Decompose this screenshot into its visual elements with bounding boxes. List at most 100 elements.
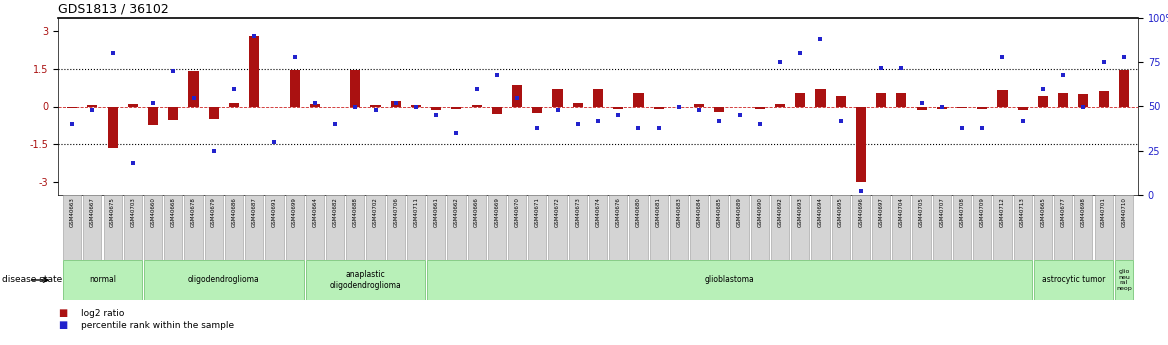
Bar [427, 195, 445, 260]
Bar [872, 195, 890, 260]
Text: GSM40673: GSM40673 [576, 198, 580, 227]
Bar [124, 195, 142, 260]
Bar [427, 260, 1031, 300]
Bar [856, 107, 865, 183]
Bar [512, 85, 522, 107]
Text: GSM40706: GSM40706 [394, 198, 398, 227]
Text: oligodendroglioma: oligodendroglioma [188, 276, 259, 285]
Bar [851, 195, 870, 260]
Bar [694, 104, 704, 107]
Text: GSM40686: GSM40686 [231, 198, 236, 227]
Text: GSM40687: GSM40687 [251, 198, 257, 227]
Bar [391, 101, 401, 107]
Text: GSM40698: GSM40698 [1080, 198, 1086, 227]
Bar [472, 105, 481, 107]
Text: GSM40682: GSM40682 [333, 198, 338, 227]
Bar [633, 92, 644, 107]
Text: GSM40695: GSM40695 [839, 198, 843, 227]
Bar [1014, 195, 1031, 260]
Bar [791, 195, 809, 260]
Bar [876, 92, 887, 107]
Bar [896, 92, 906, 107]
Text: GSM40709: GSM40709 [980, 198, 985, 227]
Text: GSM40674: GSM40674 [596, 198, 600, 227]
Bar [994, 195, 1011, 260]
Bar [88, 105, 97, 107]
Bar [973, 195, 992, 260]
Text: GSM40671: GSM40671 [535, 198, 540, 227]
Text: ■: ■ [58, 320, 68, 330]
Text: glioblastoma: glioblastoma [704, 276, 755, 285]
Text: GSM40664: GSM40664 [312, 198, 318, 227]
Bar [569, 195, 586, 260]
Bar [755, 107, 765, 109]
Text: GSM40690: GSM40690 [757, 198, 763, 227]
Bar [917, 107, 926, 110]
Bar [1114, 260, 1133, 300]
Text: GSM40684: GSM40684 [696, 198, 702, 227]
Bar [1058, 92, 1069, 107]
Text: GSM40667: GSM40667 [90, 198, 95, 227]
Bar [467, 195, 486, 260]
Bar [953, 195, 971, 260]
Bar [690, 195, 708, 260]
Bar [431, 107, 442, 110]
Bar [1099, 91, 1108, 107]
Bar [528, 195, 547, 260]
Bar [710, 195, 729, 260]
Bar [67, 107, 77, 108]
Bar [774, 104, 785, 107]
Bar [204, 195, 223, 260]
Bar [1017, 107, 1028, 110]
Bar [265, 195, 284, 260]
Text: GSM40679: GSM40679 [211, 198, 216, 227]
Bar [812, 195, 829, 260]
Bar [346, 195, 364, 260]
Bar [1114, 195, 1133, 260]
Bar [649, 195, 668, 260]
Bar [387, 195, 405, 260]
Bar [411, 105, 420, 107]
Bar [127, 104, 138, 107]
Bar [63, 195, 82, 260]
Text: GSM40683: GSM40683 [676, 198, 681, 227]
Bar [593, 89, 603, 107]
Bar [1119, 70, 1129, 107]
Bar [185, 195, 202, 260]
Text: log2 ratio: log2 ratio [82, 308, 125, 317]
Bar [795, 92, 805, 107]
Text: GSM40692: GSM40692 [778, 198, 783, 227]
Bar [306, 195, 324, 260]
Bar [148, 107, 158, 126]
Text: ■: ■ [58, 308, 68, 318]
Bar [613, 107, 624, 109]
Text: GSM40697: GSM40697 [878, 198, 884, 227]
Bar [1075, 195, 1092, 260]
Bar [107, 107, 118, 148]
Text: GSM40662: GSM40662 [454, 198, 459, 227]
Bar [83, 195, 102, 260]
Bar [168, 107, 179, 120]
Bar [610, 195, 627, 260]
Text: GSM40707: GSM40707 [939, 198, 944, 227]
Text: GSM40668: GSM40668 [171, 198, 175, 227]
Text: GSM40702: GSM40702 [373, 198, 378, 227]
Bar [229, 103, 239, 107]
Text: GSM40703: GSM40703 [131, 198, 135, 227]
Text: GSM40696: GSM40696 [858, 198, 863, 227]
Bar [1054, 195, 1072, 260]
Bar [630, 195, 647, 260]
Text: GSM40685: GSM40685 [717, 198, 722, 227]
Bar [370, 105, 381, 107]
Bar [165, 195, 182, 260]
Bar [978, 107, 987, 109]
Bar [1034, 195, 1052, 260]
Text: GSM40705: GSM40705 [919, 198, 924, 227]
Text: GSM40688: GSM40688 [353, 198, 357, 227]
Text: GSM40672: GSM40672 [555, 198, 559, 227]
Text: GSM40694: GSM40694 [818, 198, 823, 227]
Text: GSM40670: GSM40670 [515, 198, 520, 227]
Bar [306, 260, 425, 300]
Bar [285, 195, 304, 260]
Bar [549, 195, 566, 260]
